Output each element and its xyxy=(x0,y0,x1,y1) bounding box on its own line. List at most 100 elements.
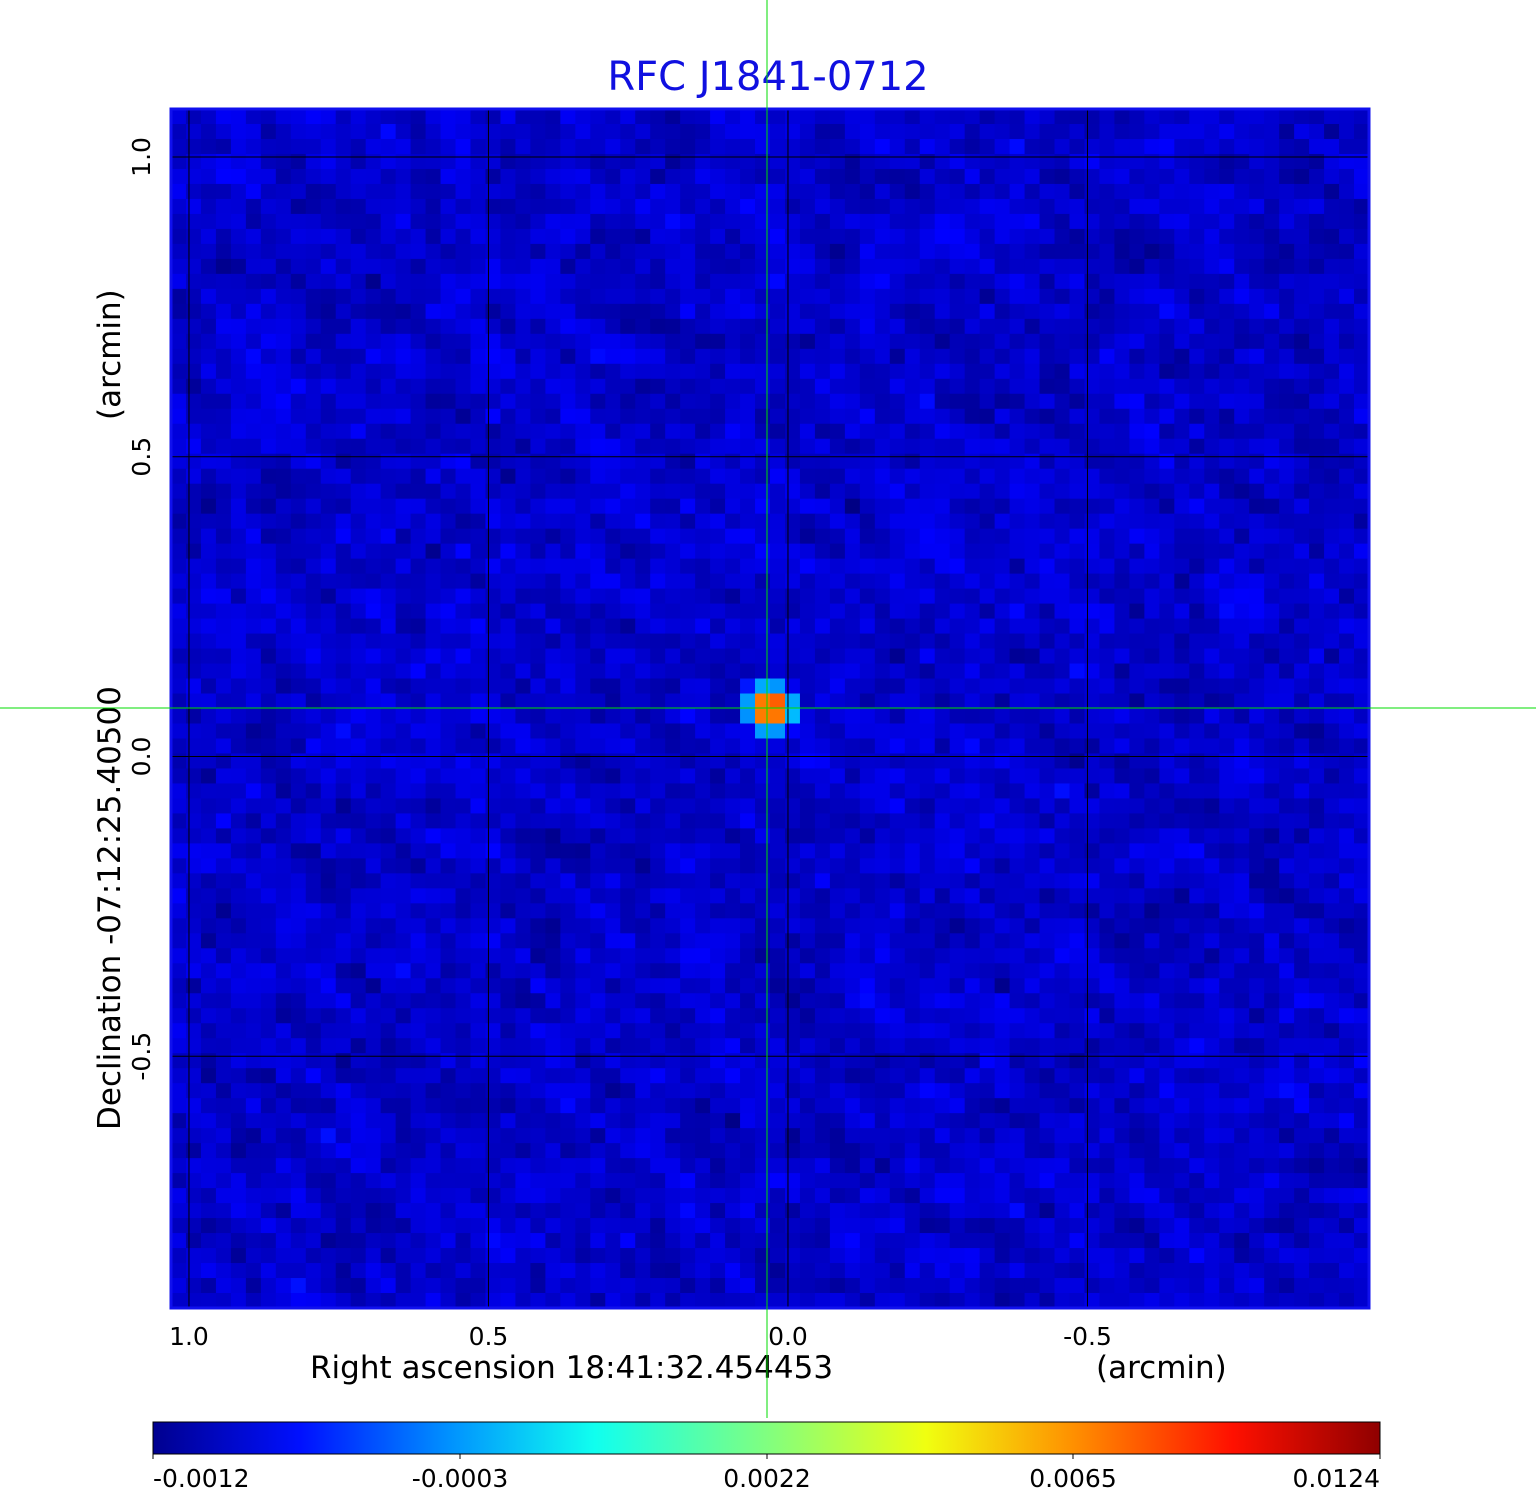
image-pixel xyxy=(350,843,367,859)
image-pixel xyxy=(230,288,247,305)
image-pixel xyxy=(814,963,831,979)
image-pixel xyxy=(1324,453,1340,470)
image-pixel xyxy=(365,903,382,919)
image-pixel xyxy=(215,558,232,575)
image-pixel xyxy=(1159,483,1175,500)
image-pixel xyxy=(1279,363,1295,380)
image-pixel xyxy=(650,858,666,874)
image-pixel xyxy=(290,798,307,815)
image-pixel xyxy=(470,498,487,515)
image-pixel xyxy=(1219,633,1235,650)
image-pixel xyxy=(1129,318,1145,335)
image-pixel xyxy=(320,183,337,200)
image-pixel xyxy=(515,483,531,500)
image-pixel xyxy=(1204,543,1220,560)
image-pixel xyxy=(1234,303,1250,320)
image-pixel xyxy=(455,528,472,545)
image-pixel xyxy=(171,378,187,395)
image-pixel xyxy=(770,153,786,170)
image-pixel xyxy=(1189,288,1205,305)
image-pixel xyxy=(380,918,397,934)
image-pixel xyxy=(200,378,217,395)
image-pixel xyxy=(1099,303,1116,320)
image-pixel xyxy=(1339,1008,1355,1024)
image-pixel xyxy=(335,333,352,350)
image-pixel xyxy=(1264,933,1280,949)
image-pixel xyxy=(275,468,292,485)
image-pixel xyxy=(919,109,936,125)
image-pixel xyxy=(1174,948,1190,964)
image-pixel xyxy=(485,918,502,934)
image-pixel xyxy=(605,183,621,200)
image-pixel xyxy=(530,198,546,215)
image-pixel xyxy=(1099,573,1116,590)
image-pixel xyxy=(545,813,561,829)
image-pixel xyxy=(560,978,576,994)
image-pixel xyxy=(725,828,741,844)
image-pixel xyxy=(590,378,606,395)
image-pixel xyxy=(994,138,1011,155)
image-pixel xyxy=(814,1008,831,1024)
image-pixel xyxy=(994,663,1011,680)
image-pixel xyxy=(710,813,726,829)
image-pixel xyxy=(665,648,681,665)
image-pixel xyxy=(320,303,337,320)
image-pixel xyxy=(470,918,487,934)
image-pixel xyxy=(410,198,427,215)
image-pixel xyxy=(245,678,262,695)
image-pixel xyxy=(1339,183,1355,200)
image-pixel xyxy=(1354,723,1370,740)
image-pixel xyxy=(275,138,292,155)
image-pixel xyxy=(755,258,771,275)
image-pixel xyxy=(919,513,936,530)
image-pixel xyxy=(545,708,561,725)
image-pixel xyxy=(245,603,262,620)
image-pixel xyxy=(260,948,277,964)
image-pixel xyxy=(320,708,337,725)
image-pixel xyxy=(695,318,711,335)
image-pixel xyxy=(919,543,936,560)
image-pixel xyxy=(695,708,711,725)
image-pixel xyxy=(740,888,756,904)
image-pixel xyxy=(620,109,636,125)
image-pixel xyxy=(1264,213,1280,230)
image-pixel xyxy=(665,723,681,740)
image-pixel xyxy=(979,723,996,740)
image-pixel xyxy=(770,109,786,125)
image-pixel xyxy=(1009,963,1026,979)
image-pixel xyxy=(635,258,651,275)
image-pixel xyxy=(1159,978,1175,994)
image-pixel xyxy=(695,888,711,904)
image-pixel xyxy=(1204,993,1220,1009)
image-pixel xyxy=(1339,873,1355,889)
image-pixel xyxy=(605,408,621,425)
image-pixel xyxy=(230,558,247,575)
image-pixel xyxy=(680,378,696,395)
image-pixel xyxy=(964,798,981,815)
image-pixel xyxy=(515,843,531,859)
image-pixel xyxy=(350,768,367,785)
image-pixel xyxy=(994,378,1011,395)
image-pixel xyxy=(1099,168,1116,185)
image-pixel xyxy=(710,303,726,320)
image-pixel xyxy=(979,603,996,620)
image-pixel xyxy=(290,693,307,710)
image-pixel xyxy=(874,783,891,800)
image-pixel xyxy=(620,828,636,844)
image-pixel xyxy=(725,498,741,515)
image-pixel xyxy=(725,333,741,350)
image-pixel xyxy=(1294,963,1310,979)
image-pixel xyxy=(230,708,247,725)
image-pixel xyxy=(335,813,352,829)
image-pixel xyxy=(305,198,322,215)
image-pixel xyxy=(1054,723,1071,740)
image-pixel xyxy=(979,513,996,530)
image-pixel xyxy=(500,228,517,245)
image-pixel xyxy=(665,393,681,410)
image-pixel xyxy=(725,678,741,695)
image-pixel xyxy=(1249,168,1265,185)
image-pixel xyxy=(395,888,412,904)
image-pixel xyxy=(814,213,831,230)
image-pixel xyxy=(979,528,996,545)
image-pixel xyxy=(979,633,996,650)
